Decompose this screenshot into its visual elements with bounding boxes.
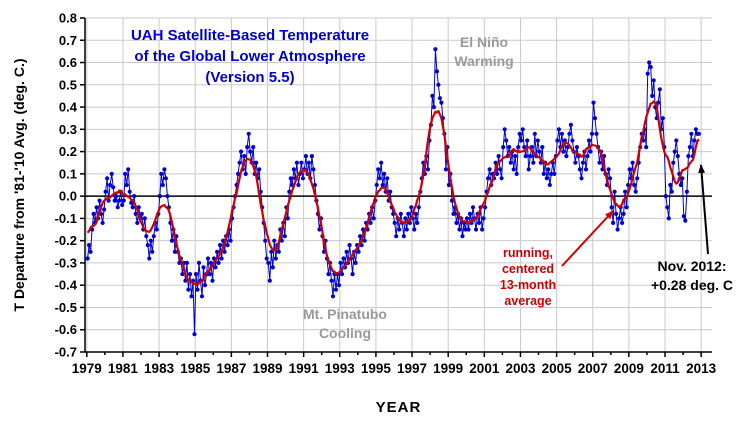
y-tick-labels: 0.8 0.7 0.6 0.5 0.4 0.3 0.2 0.1 0.0 -0.1 -0.2 -0.3 -… — [55, 11, 85, 360]
svg-text:-0.6: -0.6 — [55, 322, 77, 337]
svg-text:-0.4: -0.4 — [55, 278, 78, 293]
svg-text:0.4: 0.4 — [59, 100, 78, 115]
svg-text:1999: 1999 — [433, 361, 463, 376]
svg-text:-0.2: -0.2 — [55, 233, 77, 248]
x-axis-title: YEAR — [375, 399, 422, 416]
chart-title-line2: of the Global Lower Atmosphere — [134, 48, 366, 65]
svg-text:0.0: 0.0 — [59, 189, 77, 204]
svg-text:1983: 1983 — [144, 361, 175, 376]
monthly-series — [85, 47, 702, 337]
smoothed-series — [86, 100, 700, 287]
svg-text:1991: 1991 — [289, 361, 320, 376]
svg-text:-0.3: -0.3 — [55, 255, 77, 270]
svg-text:0.5: 0.5 — [59, 77, 77, 92]
svg-text:1993: 1993 — [325, 361, 356, 376]
svg-text:2001: 2001 — [469, 361, 500, 376]
svg-text:1987: 1987 — [216, 361, 246, 376]
svg-text:2003: 2003 — [505, 361, 536, 376]
svg-text:0.2: 0.2 — [59, 144, 77, 159]
svg-text:0.3: 0.3 — [59, 122, 77, 137]
svg-text:1995: 1995 — [361, 361, 392, 376]
svg-text:1981: 1981 — [108, 361, 139, 376]
chart-title: UAH Satellite-Based Temperature of the G… — [95, 25, 405, 88]
svg-text:2005: 2005 — [542, 361, 573, 376]
annotation-el-nino: El Niño Warming — [454, 34, 514, 69]
svg-text:0.8: 0.8 — [59, 11, 77, 26]
svg-text:-0.1: -0.1 — [55, 211, 77, 226]
y-axis-title: T Departure from '81-'10 Avg. (deg. C.) — [11, 58, 27, 312]
svg-text:1985: 1985 — [180, 361, 211, 376]
svg-text:0.1: 0.1 — [59, 166, 77, 181]
latest-value-arrow — [698, 164, 709, 255]
chart-title-line1: UAH Satellite-Based Temperature — [130, 27, 370, 44]
svg-text:1997: 1997 — [397, 361, 427, 376]
svg-text:0.7: 0.7 — [59, 33, 77, 48]
svg-text:1979: 1979 — [72, 361, 102, 376]
svg-text:2007: 2007 — [578, 361, 608, 376]
svg-text:2009: 2009 — [614, 361, 644, 376]
svg-text:1989: 1989 — [252, 361, 282, 376]
annotation-latest-value: Nov. 2012: +0.28 deg. C — [650, 258, 734, 293]
x-tick-labels: 1979 1981 1983 1985 1987 1989 1991 1993 1995 1997… — [72, 352, 717, 376]
grid-lines — [85, 17, 712, 353]
svg-text:2013: 2013 — [686, 361, 717, 376]
annotation-mt-pinatubo: Mt. Pinatubo Cooling — [303, 306, 387, 341]
svg-text:2011: 2011 — [650, 361, 680, 376]
running-average-arrow — [561, 210, 614, 267]
chart-title-line3: (Version 5.5) — [205, 69, 295, 86]
svg-text:0.6: 0.6 — [59, 55, 77, 70]
svg-text:-0.5: -0.5 — [55, 300, 77, 315]
annotation-running-average: running, centered 13-month average — [499, 246, 557, 308]
svg-text:-0.7: -0.7 — [55, 345, 77, 360]
